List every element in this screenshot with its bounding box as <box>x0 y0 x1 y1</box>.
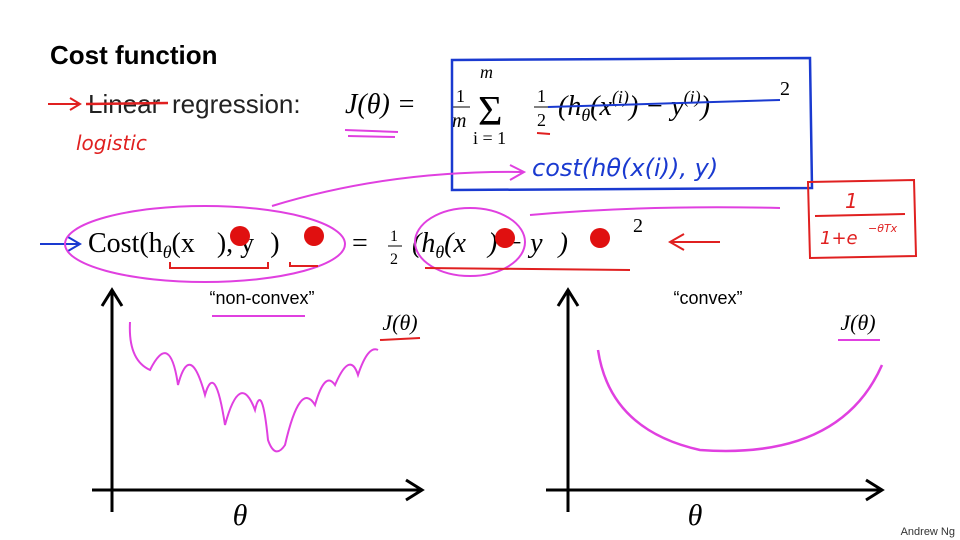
footer: Andrew Ng <box>901 526 955 538</box>
t: Cost(h <box>88 228 163 259</box>
curve <box>596 349 884 453</box>
t: (x <box>172 228 195 259</box>
sigmoid-den: 1+e <box>820 228 858 249</box>
title: Cost function <box>50 40 218 70</box>
t: ) − y <box>627 91 684 122</box>
pink-ellipse <box>414 207 526 277</box>
sum-top: m <box>480 62 493 82</box>
cost-rhs: (hθ(x) − y) <box>412 228 568 262</box>
sigmoid-exp: −θTx <box>868 222 898 235</box>
red-scribble <box>230 226 250 246</box>
blue-arrow <box>40 236 82 252</box>
frac-bar <box>814 213 906 217</box>
red-arrow <box>48 97 82 111</box>
underline <box>379 337 421 341</box>
t: ) <box>699 91 710 122</box>
caption: “non-convex” <box>209 288 314 308</box>
xlabel: θ <box>688 499 703 532</box>
red-arrow <box>667 233 720 251</box>
red-scribble <box>495 228 515 248</box>
label: regression: <box>172 89 301 119</box>
red-mark <box>536 132 551 135</box>
strike <box>547 99 781 108</box>
t: (i) <box>612 87 629 108</box>
t: (i) <box>684 87 701 108</box>
red-underline <box>169 262 318 269</box>
cost-lhs: Cost(hθ(x), y) <box>88 228 280 262</box>
j-lhs: J(θ) = <box>345 89 416 120</box>
t: (x <box>444 228 466 259</box>
power: 2 <box>633 215 643 237</box>
half-den: 2 <box>390 251 398 268</box>
power: 2 <box>780 78 790 100</box>
axes <box>92 287 425 512</box>
frac-den: m <box>452 110 466 132</box>
frac-num: 1 <box>456 86 465 106</box>
pink-arrow <box>271 164 527 207</box>
t: ) − y <box>486 228 543 259</box>
red-underline <box>424 267 631 271</box>
t: θ <box>435 242 444 262</box>
t: ) <box>557 228 568 259</box>
xlabel: θ <box>233 499 248 532</box>
ylabel: J(θ) <box>840 310 875 335</box>
handwritten-logistic: logistic <box>76 131 147 155</box>
red-scribble <box>590 228 610 248</box>
j-body: (hθ(x(i)) − y(i)) <box>558 87 710 125</box>
t: θ <box>163 242 172 262</box>
curve <box>128 321 379 453</box>
t: ) <box>270 228 279 259</box>
pink-ellipse <box>64 205 346 283</box>
pink-stroke <box>529 206 781 216</box>
t: θ <box>581 105 590 125</box>
ylabel: J(θ) <box>382 310 417 335</box>
half-num: 1 <box>537 86 546 106</box>
underline <box>344 129 399 133</box>
sigmoid-num: 1 <box>845 189 858 213</box>
underline <box>347 135 396 138</box>
red-box <box>806 178 918 260</box>
eq: = <box>352 228 368 259</box>
handwritten-cost: cost(hθ(x(i)), y) <box>532 154 718 182</box>
axes <box>546 287 885 512</box>
strike <box>85 101 169 106</box>
sum-bottom: i = 1 <box>473 128 506 148</box>
half-den: 2 <box>537 110 546 130</box>
blue-box <box>450 56 814 192</box>
t: (x <box>590 91 612 122</box>
half-num: 1 <box>390 228 398 245</box>
caption: “convex” <box>673 288 742 308</box>
sum-symbol: Σ <box>478 89 502 135</box>
red-scribble <box>304 226 324 246</box>
